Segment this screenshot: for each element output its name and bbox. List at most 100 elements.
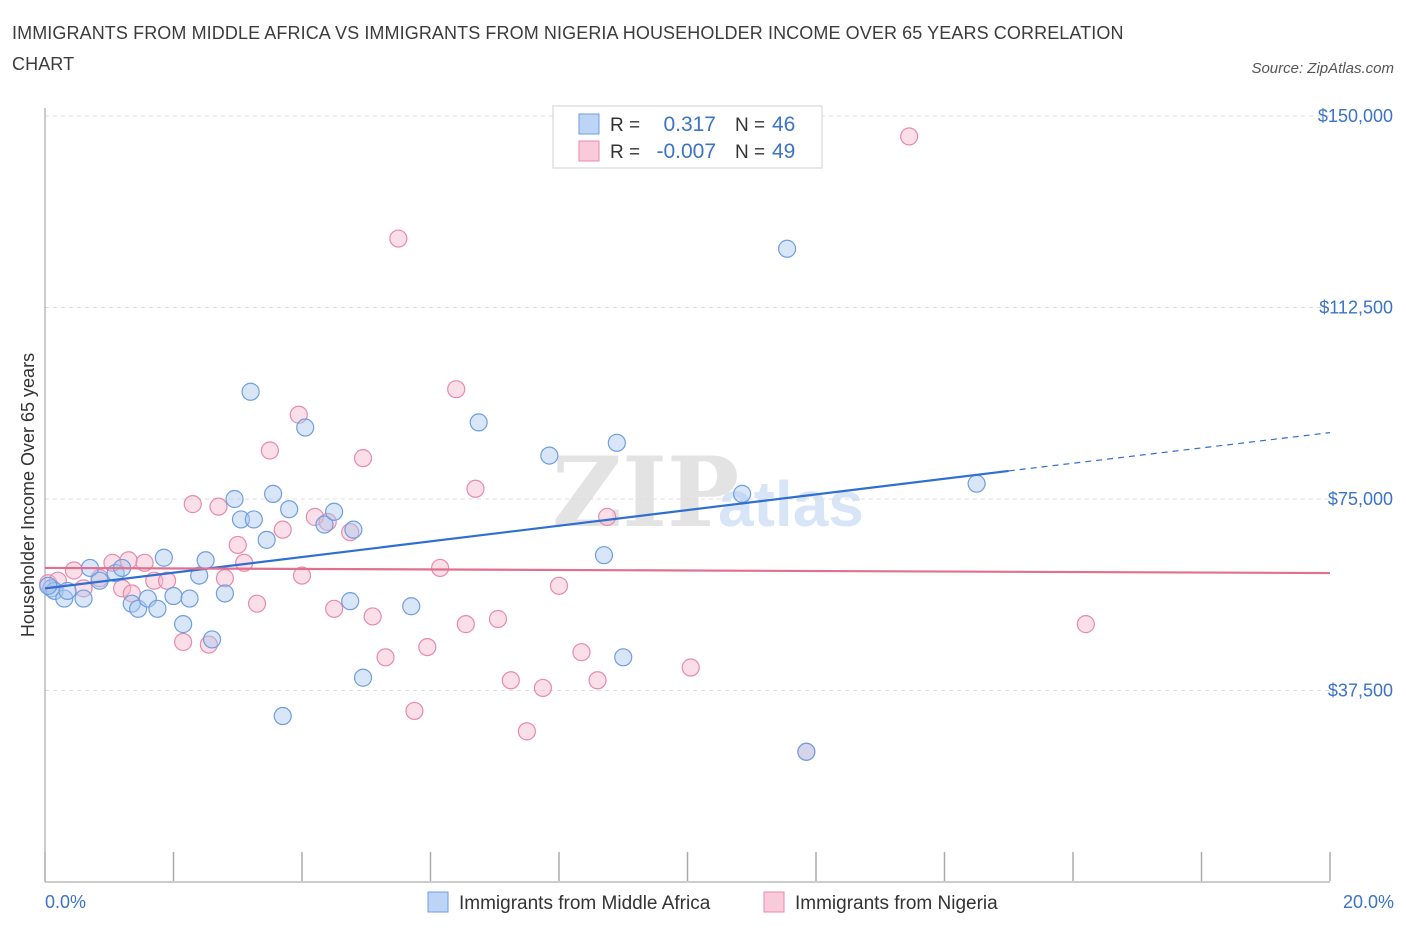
bottom-legend: Immigrants from Middle Africa Immigrants…	[427, 891, 998, 914]
legend-swatch-blue	[578, 113, 600, 135]
data-point	[598, 507, 617, 526]
watermark-zip: ZIP	[552, 436, 739, 549]
trendline-middle-africa-extension	[1008, 432, 1331, 472]
series-middle-africa	[39, 239, 986, 761]
data-point	[341, 592, 360, 611]
data-point	[594, 546, 614, 565]
legend-box: R = 0.317 N = 46 R = -0.007 N = 49	[552, 105, 823, 169]
data-point	[244, 510, 263, 529]
data-point	[215, 584, 234, 603]
data-point	[540, 446, 559, 465]
data-point	[231, 510, 251, 529]
data-point	[174, 615, 193, 634]
data-point	[202, 630, 222, 649]
data-point	[900, 127, 919, 146]
data-point	[466, 479, 485, 498]
data-point	[533, 678, 553, 698]
y-axis-label: Householder Income Over 65 years	[18, 353, 38, 637]
y-tick-label: $75,000	[1328, 489, 1393, 509]
data-point	[431, 558, 450, 578]
data-point	[376, 648, 395, 667]
data-point	[247, 594, 267, 613]
trendlines	[44, 432, 1331, 590]
y-tick-label: $37,500	[1328, 681, 1393, 701]
data-point	[588, 671, 607, 690]
x-tick-label-min: 0.0%	[45, 892, 86, 912]
data-point	[74, 589, 93, 608]
data-point	[183, 495, 202, 514]
chart-title: IMMIGRANTS FROM MIDDLE AFRICA VS IMMIGRA…	[12, 23, 1124, 74]
data-point	[180, 589, 199, 608]
data-point	[257, 530, 276, 549]
data-point	[402, 597, 421, 616]
legend-r-label-2: R =	[610, 142, 640, 163]
data-point	[215, 569, 234, 588]
legend-n-label-1: N =	[735, 115, 765, 136]
data-point	[405, 701, 424, 721]
data-point	[148, 599, 167, 618]
data-point	[157, 571, 177, 590]
watermark: ZIP atlas	[552, 436, 864, 549]
data-point	[273, 706, 292, 726]
data-point	[344, 520, 363, 539]
data-point	[164, 586, 183, 606]
data-point	[681, 658, 700, 677]
data-point	[456, 615, 475, 634]
data-point	[967, 474, 986, 493]
data-point	[517, 722, 536, 741]
data-point	[1076, 615, 1095, 634]
data-point	[325, 599, 344, 618]
trendline-nigeria	[44, 566, 1331, 575]
data-point	[292, 566, 312, 585]
data-point	[341, 523, 360, 542]
legend-r-value-2: -0.007	[656, 140, 716, 163]
data-point	[353, 668, 373, 687]
data-point	[199, 635, 218, 654]
legend-swatch-pink	[578, 140, 600, 162]
legend-n-value-2: 49	[772, 140, 795, 163]
data-point	[607, 433, 626, 452]
bottom-legend-label-pink: Immigrants from Nigeria	[795, 893, 998, 914]
data-point	[280, 500, 299, 519]
data-point	[296, 418, 315, 437]
data-point	[363, 607, 382, 626]
data-point	[733, 484, 752, 503]
data-point	[196, 551, 215, 570]
data-point	[549, 576, 569, 595]
data-point	[469, 413, 488, 432]
source-label: Source: ZipAtlas.com	[1251, 60, 1394, 77]
legend-r-label-1: R =	[610, 115, 640, 136]
data-point	[135, 553, 154, 572]
data-point	[273, 520, 292, 539]
bottom-legend-label-blue: Immigrants from Middle Africa	[459, 893, 711, 914]
data-point	[64, 561, 84, 580]
data-point	[190, 566, 209, 585]
x-tick-label-max: 20.0%	[1343, 892, 1394, 912]
data-point	[263, 484, 283, 503]
y-tick-label: $150,000	[1318, 106, 1393, 126]
data-point	[209, 497, 228, 516]
data-point	[389, 229, 408, 248]
data-point	[122, 584, 141, 603]
data-point	[325, 502, 344, 521]
y-tick-label: $112,500	[1319, 298, 1393, 318]
data-point	[418, 637, 437, 657]
data-point	[353, 449, 373, 468]
data-point	[241, 382, 260, 401]
data-point	[39, 576, 58, 595]
data-point	[777, 239, 797, 258]
data-point	[318, 512, 337, 532]
gridlines	[45, 115, 1330, 691]
data-point	[797, 742, 816, 761]
data-point	[488, 609, 508, 629]
legend-n-label-2: N =	[735, 142, 765, 163]
legend-r-value-1: 0.317	[663, 113, 716, 136]
bottom-legend-swatch-blue	[427, 891, 449, 913]
legend-n-value-1: 46	[772, 113, 795, 136]
data-point	[572, 643, 591, 662]
data-point	[225, 489, 244, 509]
data-point	[614, 648, 633, 667]
data-point	[228, 535, 247, 555]
data-point	[260, 441, 279, 460]
